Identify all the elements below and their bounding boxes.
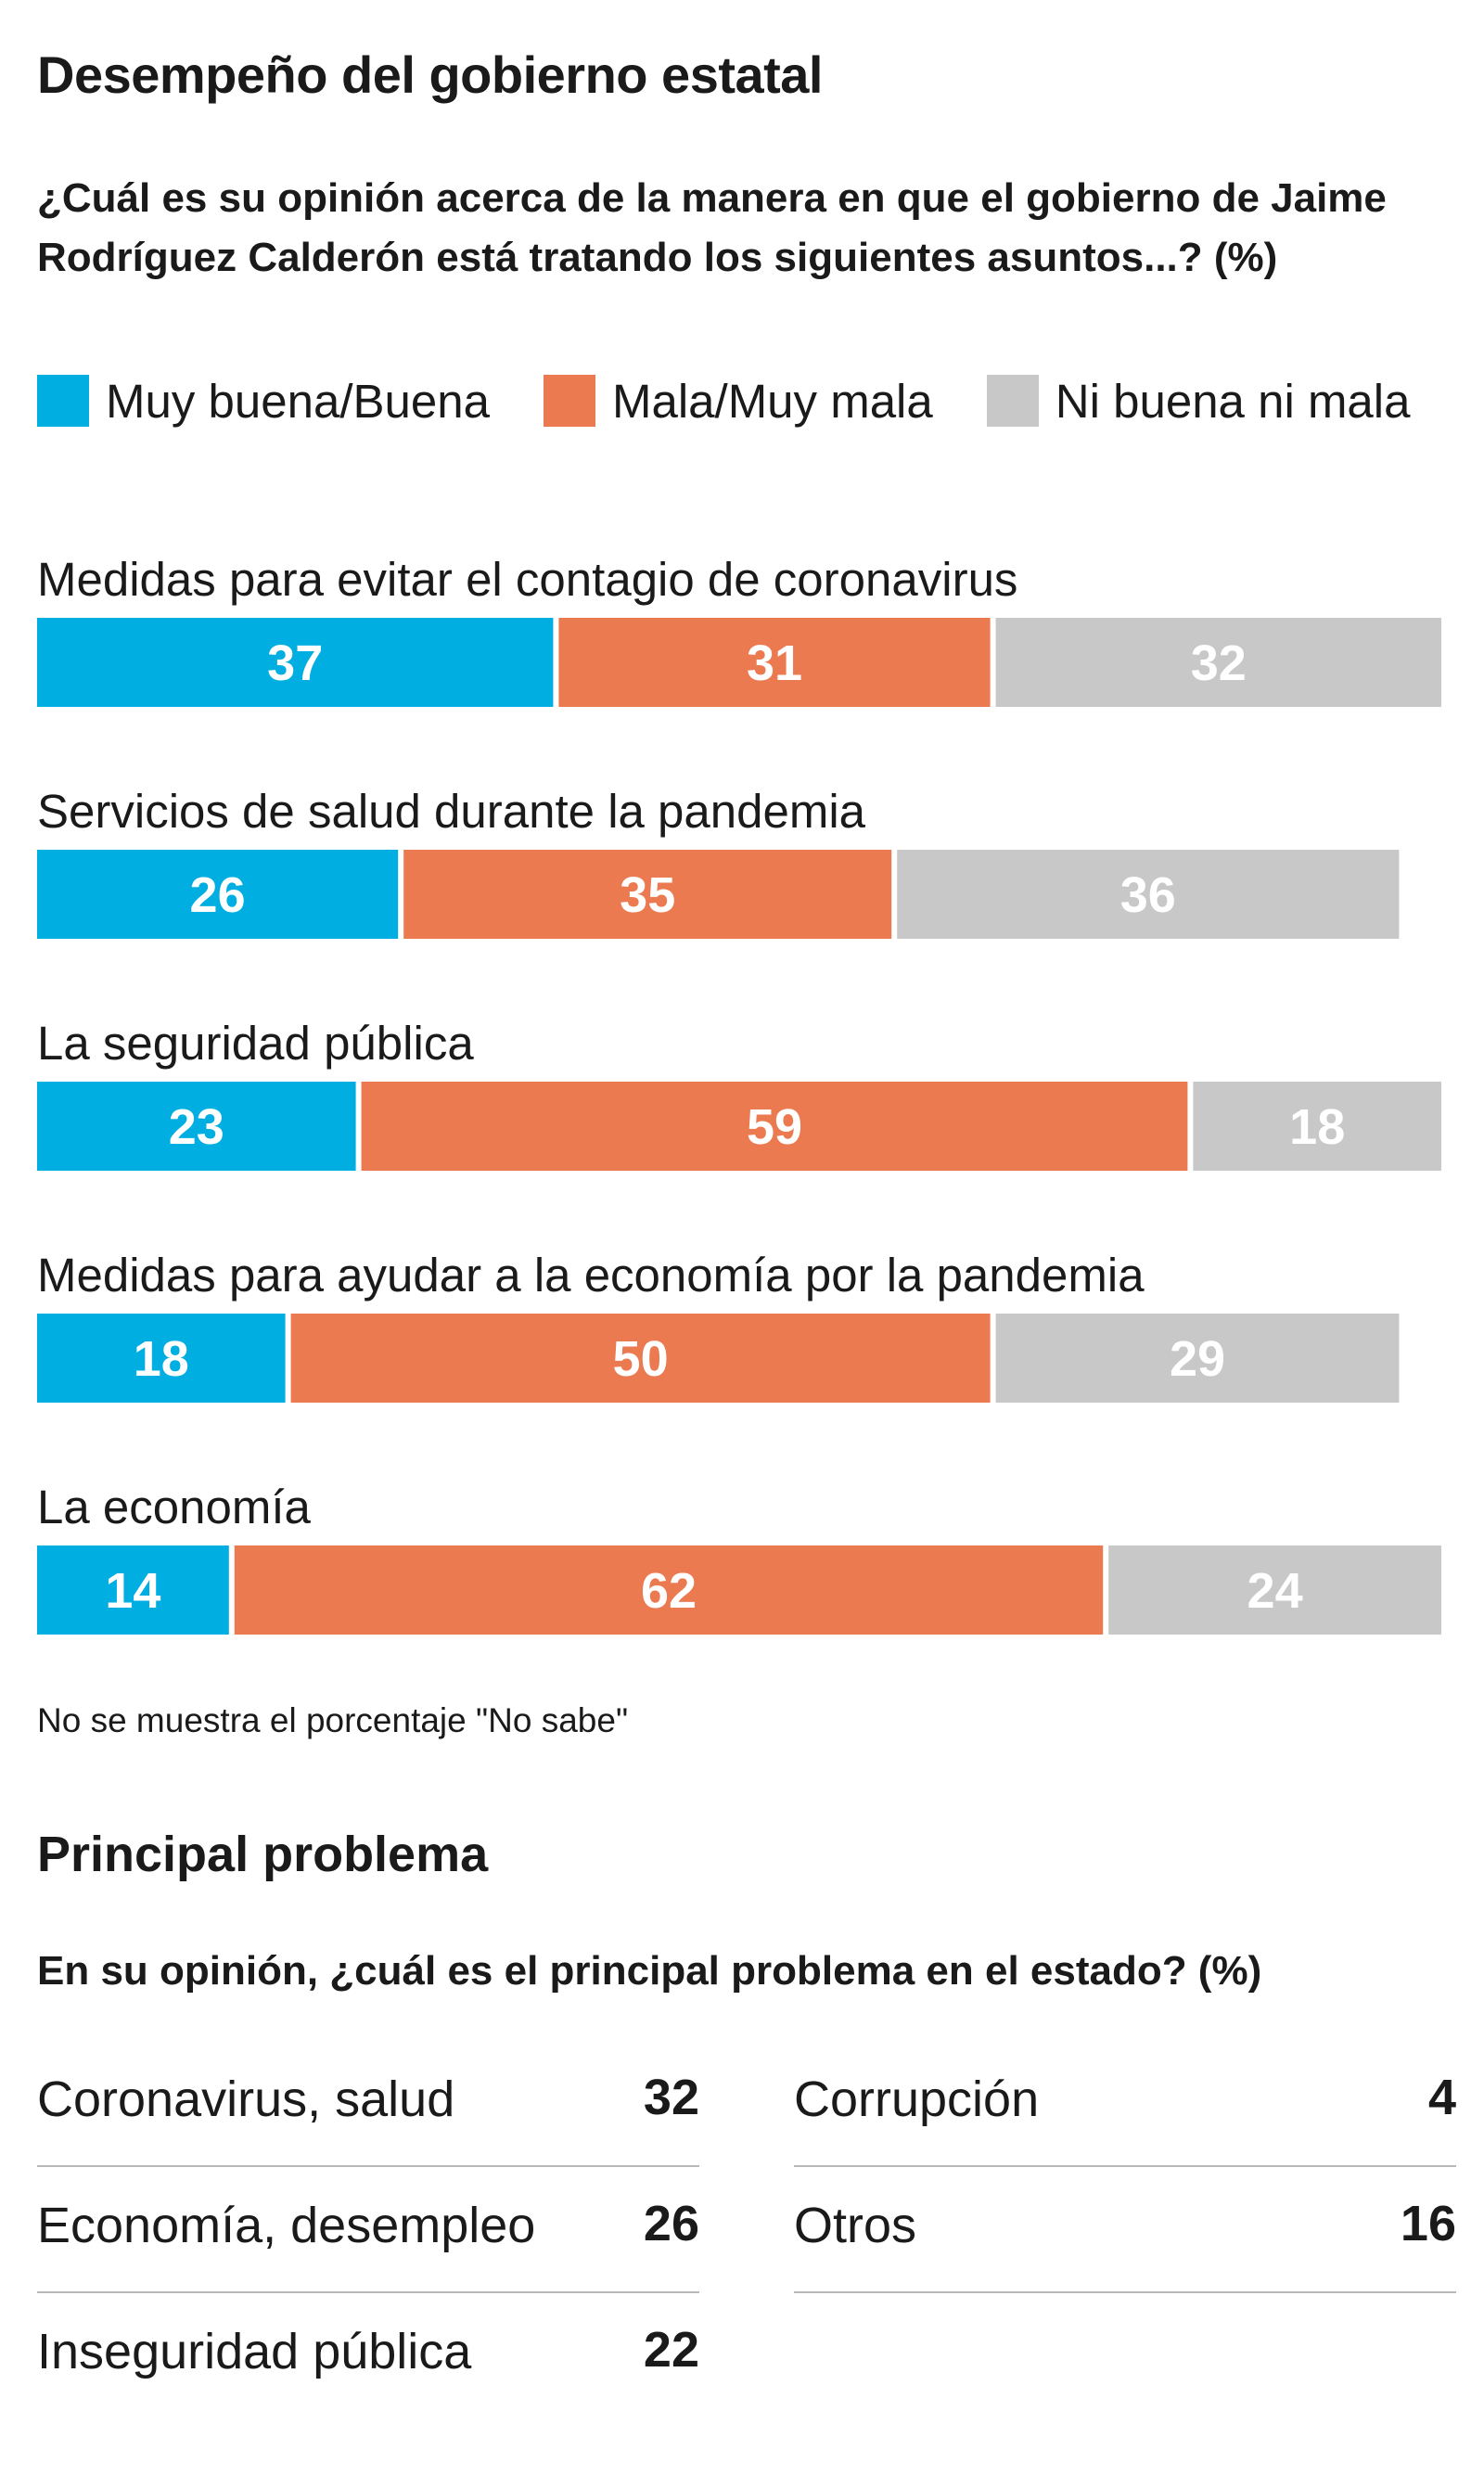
bar-value-label: 59: [747, 1099, 802, 1155]
chart-note: No se muestra el porcentaje "No sabe": [37, 1701, 629, 1739]
bar-segment: [37, 1082, 356, 1171]
bar-value-label: 50: [613, 1331, 669, 1387]
problems-subtitle: En su opinión, ¿cuál es el principal pro…: [37, 1948, 1262, 1994]
bar-segment: [558, 618, 991, 707]
problem-value: 16: [1400, 2196, 1456, 2251]
legend-item-neutral: Ni buena ni mala: [986, 374, 1411, 429]
legend-swatch-bad: [543, 375, 595, 427]
bar-segment: [37, 1545, 229, 1635]
chart-subtitle: ¿Cuál es su opinión acerca de la manera …: [37, 175, 1387, 280]
bar-segment: [1193, 1082, 1441, 1171]
category-label: La seguridad pública: [37, 1017, 474, 1070]
problem-row: Economía, desempleo 26: [37, 2167, 699, 2293]
problem-row: Coronavirus, salud 32: [37, 2041, 699, 2167]
legend-swatch-neutral: [986, 375, 1039, 427]
bar-value-label: 31: [747, 635, 802, 691]
legend: Muy buena/Buena Mala/Muy mala Ni buena n…: [37, 367, 1411, 434]
legend-label-neutral: Ni buena ni mala: [1055, 374, 1411, 428]
chart-title: Desempeño del gobierno estatal: [37, 45, 823, 104]
bar-segment: [403, 850, 892, 939]
category-label: La economía: [37, 1481, 312, 1533]
problems-right-column: Corrupción 4 Otros 16: [794, 2041, 1456, 2293]
legend-label-bad: Mala/Muy mala: [611, 374, 933, 428]
bar-row: La economía 14 62 24: [37, 1481, 1441, 1635]
legend-swatch-good: [37, 375, 89, 427]
bar-value-label: 35: [620, 867, 675, 923]
bar-row: Servicios de salud durante la pandemia 26…: [37, 785, 1400, 939]
stacked-bar-chart: Medidas para evitar el contagio de coron…: [37, 553, 1441, 1635]
bar-segment: [37, 850, 399, 939]
bar-segment: [290, 1314, 991, 1403]
bar-segment: [234, 1545, 1104, 1635]
bar-value-label: 37: [267, 635, 323, 691]
bar-value-label: 32: [1191, 635, 1247, 691]
problem-row: Otros 16: [794, 2167, 1456, 2293]
category-label: Medidas para evitar el contagio de coron…: [37, 553, 1017, 606]
bar-segment: [1108, 1545, 1441, 1635]
bar-segment: [361, 1082, 1188, 1171]
bar-value-label: 24: [1247, 1563, 1303, 1619]
bar-segment: [37, 1314, 286, 1403]
problem-label: Inseguridad pública: [37, 2324, 472, 2379]
problem-value: 32: [643, 2070, 699, 2125]
bar-segment: [995, 1314, 1400, 1403]
bar-value-label: 29: [1170, 1331, 1225, 1387]
bar-row: Medidas para evitar el contagio de coron…: [37, 553, 1441, 707]
problem-label: Economía, desempleo: [37, 2198, 536, 2253]
problem-label: Corrupción: [794, 2071, 1040, 2127]
problem-value: 4: [1427, 2070, 1456, 2125]
problem-label: Otros: [794, 2198, 917, 2253]
legend-item-good: Muy buena/Buena: [37, 374, 490, 429]
problems-left-column: Coronavirus, salud 32 Economía, desemple…: [37, 2041, 699, 2419]
bar-segment: [995, 618, 1441, 707]
category-label: Medidas para ayudar a la economía por la…: [37, 1249, 1145, 1302]
problem-row: Corrupción 4: [794, 2041, 1456, 2167]
bar-value-label: 23: [169, 1099, 224, 1155]
bar-value-label: 26: [190, 867, 246, 923]
bar-segment: [37, 618, 554, 707]
problems-title: Principal problema: [37, 1827, 489, 1882]
legend-item-bad: Mala/Muy mala: [543, 374, 933, 429]
bar-value-label: 62: [641, 1563, 697, 1619]
bar-value-label: 18: [134, 1331, 189, 1387]
bar-value-label: 14: [105, 1563, 160, 1619]
bar-value-label: 18: [1289, 1099, 1345, 1155]
legend-label-good: Muy buena/Buena: [106, 374, 490, 428]
problem-value: 26: [643, 2196, 699, 2251]
problem-label: Coronavirus, salud: [37, 2071, 455, 2127]
bar-value-label: 36: [1120, 867, 1176, 923]
category-label: Servicios de salud durante la pandemia: [37, 785, 866, 838]
bar-segment: [897, 850, 1400, 939]
bar-row: Medidas para ayudar a la economía por la…: [37, 1249, 1400, 1403]
bar-row: La seguridad pública 23 59 18: [37, 1017, 1441, 1171]
problem-row: Inseguridad pública 22: [37, 2293, 699, 2419]
problem-value: 22: [643, 2322, 699, 2378]
